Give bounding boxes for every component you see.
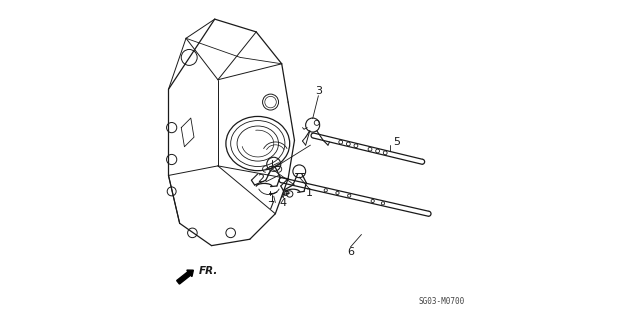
Text: 6: 6	[347, 247, 354, 257]
FancyArrow shape	[177, 270, 193, 284]
Text: 5: 5	[393, 137, 400, 147]
Text: 4: 4	[280, 197, 287, 208]
Text: 1: 1	[305, 188, 312, 198]
Text: 7: 7	[267, 201, 274, 211]
Text: 3: 3	[315, 86, 322, 96]
Text: SG03-M0700: SG03-M0700	[418, 297, 465, 306]
Text: 2: 2	[257, 174, 264, 184]
Text: FR.: FR.	[199, 266, 218, 277]
